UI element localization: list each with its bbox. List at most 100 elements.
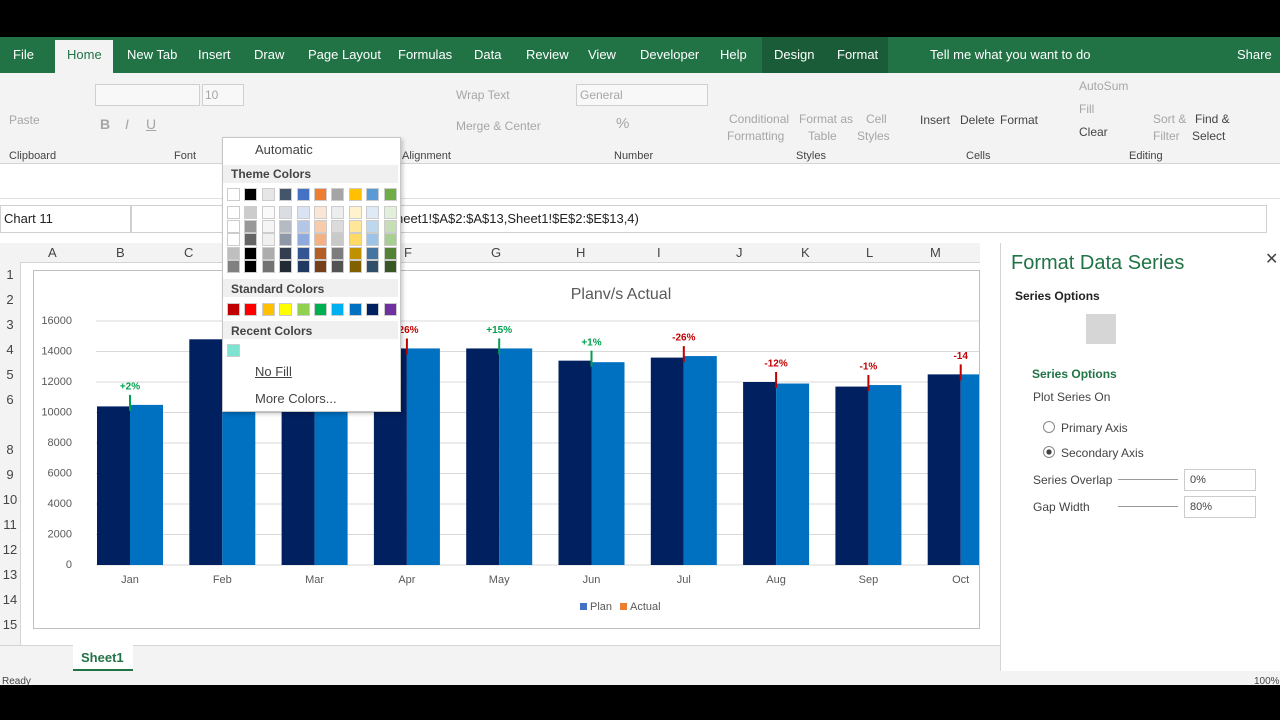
theme-shade[interactable] <box>314 206 327 219</box>
spin-box[interactable] <box>1184 496 1256 518</box>
theme-shade[interactable] <box>348 219 362 233</box>
find-select[interactable]: Find & <box>1195 112 1230 126</box>
recent-swatch[interactable] <box>227 344 240 357</box>
name-box-frame[interactable] <box>0 205 132 233</box>
font-name[interactable] <box>95 84 200 106</box>
theme-shade[interactable] <box>383 246 397 260</box>
theme-shade[interactable] <box>383 206 397 219</box>
chart[interactable]: Planv/s Actual 0 2000 4000 6000 8000 10000 120… <box>33 270 980 629</box>
sort-filter[interactable]: Filter <box>1153 129 1180 143</box>
automatic[interactable]: Automatic <box>255 142 313 157</box>
theme-shade[interactable] <box>227 260 240 274</box>
theme-shade[interactable] <box>331 206 345 219</box>
bold[interactable]: B <box>100 116 111 132</box>
standard-swatch[interactable] <box>244 303 258 316</box>
theme-shade[interactable] <box>331 233 345 247</box>
delete[interactable]: Delete <box>960 113 995 127</box>
percent[interactable]: % <box>616 115 630 132</box>
more-colors[interactable]: More Colors... <box>255 391 337 406</box>
ribbon-tab[interactable]: View <box>588 47 616 62</box>
format[interactable]: Format <box>1000 113 1039 127</box>
ribbon-tab[interactable]: Home <box>67 47 102 62</box>
standard-swatch[interactable] <box>261 303 275 316</box>
theme-swatch[interactable] <box>279 188 293 201</box>
theme-shade[interactable] <box>314 233 327 247</box>
formula-box[interactable] <box>130 205 1267 233</box>
paste[interactable]: Paste <box>9 113 40 127</box>
ribbon-tab[interactable]: Format <box>837 47 879 62</box>
number-format-box[interactable] <box>576 84 708 106</box>
theme-shade[interactable] <box>366 260 380 274</box>
standard-swatch[interactable] <box>279 303 293 316</box>
ribbon-tab[interactable]: Draw <box>254 47 285 62</box>
theme-shade[interactable] <box>279 260 293 274</box>
theme-shade[interactable] <box>227 246 240 260</box>
theme-swatch[interactable] <box>314 188 327 201</box>
theme-shade[interactable] <box>244 233 258 247</box>
theme-shade[interactable] <box>244 260 258 274</box>
cell-styles[interactable]: Cell <box>866 112 887 126</box>
pane-dropdown[interactable]: Series Options <box>1015 289 1100 303</box>
sheet-tab[interactable]: Sheet1 <box>81 650 124 665</box>
theme-shade[interactable] <box>261 219 275 233</box>
theme-shade[interactable] <box>244 219 258 233</box>
underline[interactable]: U <box>146 116 157 132</box>
theme-shade[interactable] <box>348 246 362 260</box>
theme-shade[interactable] <box>227 233 240 247</box>
theme-shade[interactable] <box>296 260 310 274</box>
theme-shade[interactable] <box>296 233 310 247</box>
sheet-tab-bg[interactable] <box>73 645 133 671</box>
theme-shade[interactable] <box>348 206 362 219</box>
theme-shade[interactable] <box>383 260 397 274</box>
radio[interactable] <box>1043 446 1055 458</box>
standard-swatch[interactable] <box>296 303 310 316</box>
ribbon-tab[interactable]: Formulas <box>398 47 453 62</box>
theme-swatch[interactable] <box>261 188 275 201</box>
theme-shade[interactable] <box>383 219 397 233</box>
theme-swatch[interactable] <box>383 188 397 201</box>
theme-shade[interactable] <box>366 246 380 260</box>
theme-shade[interactable] <box>261 206 275 219</box>
theme-shade[interactable] <box>296 246 310 260</box>
font-size-box[interactable] <box>202 84 244 106</box>
theme-shade[interactable] <box>348 233 362 247</box>
theme-shade[interactable] <box>366 219 380 233</box>
fill[interactable]: Fill <box>1079 102 1095 116</box>
radio[interactable] <box>1043 421 1055 433</box>
theme-swatch[interactable] <box>244 188 258 201</box>
no-fill[interactable]: No Fill <box>255 364 292 379</box>
theme-shade[interactable] <box>366 206 380 219</box>
insert[interactable]: Insert <box>920 113 951 127</box>
theme-shade[interactable] <box>366 233 380 247</box>
primary-axis[interactable]: Primary Axis <box>1061 421 1128 435</box>
cell-styles[interactable]: Styles <box>857 129 890 143</box>
secondary-axis[interactable]: Secondary Axis <box>1061 446 1144 460</box>
autosum[interactable]: AutoSum <box>1079 79 1129 93</box>
conditional-formatting[interactable]: Formatting <box>727 129 785 143</box>
theme-swatch[interactable] <box>227 188 240 201</box>
standard-swatch[interactable] <box>227 303 240 316</box>
italic[interactable]: I <box>125 116 129 132</box>
theme-shade[interactable] <box>296 219 310 233</box>
tell-me[interactable]: Tell me what you want to do <box>930 47 1091 62</box>
theme-shade[interactable] <box>314 246 327 260</box>
slider[interactable] <box>1118 506 1178 507</box>
theme-shade[interactable] <box>279 219 293 233</box>
theme-shade[interactable] <box>314 260 327 274</box>
theme-shade[interactable] <box>331 260 345 274</box>
theme-shade[interactable] <box>348 260 362 274</box>
ribbon-tab[interactable]: Help <box>720 47 747 62</box>
theme-shade[interactable] <box>383 233 397 247</box>
theme-swatch[interactable] <box>348 188 362 201</box>
spin-box[interactable] <box>1184 469 1256 491</box>
standard-swatch[interactable] <box>366 303 380 316</box>
ribbon-tab[interactable]: Page Layout <box>308 47 382 62</box>
merge-center[interactable]: Merge & Center <box>456 119 541 133</box>
theme-shade[interactable] <box>261 260 275 274</box>
standard-swatch[interactable] <box>348 303 362 316</box>
sort-filter[interactable]: Sort & <box>1153 112 1187 126</box>
format-as-table[interactable]: Table <box>808 129 837 143</box>
theme-swatch[interactable] <box>331 188 345 201</box>
ribbon-tab[interactable]: New Tab <box>127 47 178 62</box>
standard-swatch[interactable] <box>331 303 345 316</box>
